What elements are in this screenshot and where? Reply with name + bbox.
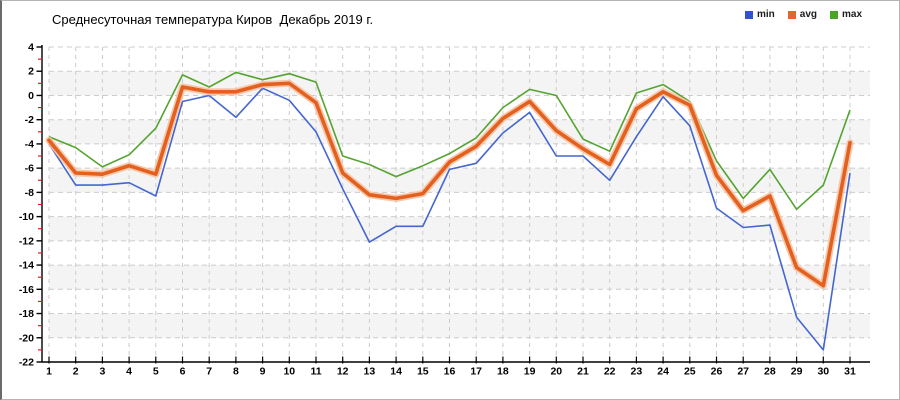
svg-text:15: 15 (417, 366, 429, 378)
series-min-line (48, 87, 851, 351)
svg-text:11: 11 (310, 366, 321, 378)
svg-text:2: 2 (73, 366, 79, 378)
svg-text:2: 2 (28, 66, 34, 78)
svg-text:31: 31 (844, 366, 856, 378)
svg-text:-8: -8 (25, 187, 34, 199)
legend-label-max: max (842, 9, 863, 20)
legend: min avg max (745, 9, 862, 20)
svg-text:-20: -20 (19, 332, 34, 344)
svg-text:28: 28 (764, 366, 776, 378)
gridlines-horizontal (49, 46, 870, 339)
svg-text:19: 19 (524, 366, 536, 378)
svg-text:-16: -16 (19, 284, 34, 296)
svg-text:6: 6 (180, 366, 186, 378)
svg-text:22: 22 (604, 366, 616, 378)
y-axis (36, 45, 43, 363)
legend-swatch-min (745, 10, 753, 19)
legend-item-max: max (830, 9, 862, 20)
y-axis-labels: 4 2 0 -2 -4 -6 -8 -10 -12 -14 -16 -18 -20 -22 (19, 42, 34, 369)
svg-text:-18: -18 (19, 308, 34, 320)
svg-text:26: 26 (711, 366, 723, 378)
svg-text:-14: -14 (19, 260, 34, 272)
svg-text:8: 8 (233, 366, 239, 378)
svg-text:4: 4 (28, 42, 34, 54)
svg-text:-2: -2 (25, 114, 34, 126)
svg-text:7: 7 (206, 366, 212, 378)
svg-text:-10: -10 (19, 211, 34, 223)
svg-text:-12: -12 (19, 235, 34, 247)
svg-text:13: 13 (364, 366, 376, 378)
svg-text:12: 12 (337, 366, 349, 378)
svg-text:9: 9 (260, 366, 266, 378)
svg-text:27: 27 (737, 366, 749, 378)
legend-swatch-avg (787, 10, 796, 19)
svg-text:0: 0 (28, 90, 34, 102)
svg-text:-6: -6 (25, 163, 34, 175)
svg-text:-4: -4 (25, 138, 34, 150)
legend-swatch-max (830, 10, 839, 19)
x-axis-labels: 1 2 3 4 5 6 7 8 9 10 11 12 13 14 15 16 17 18 19 20 21 22 23 24 2… (46, 366, 856, 378)
x-axis (42, 356, 870, 364)
legend-label-min: min (757, 9, 775, 20)
svg-text:16: 16 (444, 366, 456, 378)
svg-text:-22: -22 (19, 357, 34, 369)
svg-text:1: 1 (46, 366, 52, 378)
svg-text:24: 24 (657, 366, 669, 378)
svg-text:29: 29 (791, 366, 803, 378)
svg-text:21: 21 (577, 366, 589, 378)
svg-text:17: 17 (470, 366, 482, 378)
legend-item-avg: avg (787, 9, 818, 20)
chart-title: Среднесуточная температура Киров Декабрь… (52, 12, 374, 27)
legend-item-min: min (745, 9, 775, 20)
svg-text:23: 23 (631, 366, 643, 378)
legend-label-avg: avg (799, 9, 818, 20)
svg-text:18: 18 (497, 366, 509, 378)
svg-text:14: 14 (390, 366, 402, 378)
svg-text:3: 3 (99, 366, 105, 378)
svg-text:10: 10 (283, 366, 295, 378)
series-avg-line (47, 81, 852, 288)
svg-text:20: 20 (550, 366, 562, 378)
series-max-line (48, 71, 851, 211)
svg-text:30: 30 (817, 366, 829, 378)
svg-text:4: 4 (126, 366, 132, 378)
svg-text:5: 5 (153, 366, 159, 378)
svg-text:25: 25 (684, 366, 696, 378)
